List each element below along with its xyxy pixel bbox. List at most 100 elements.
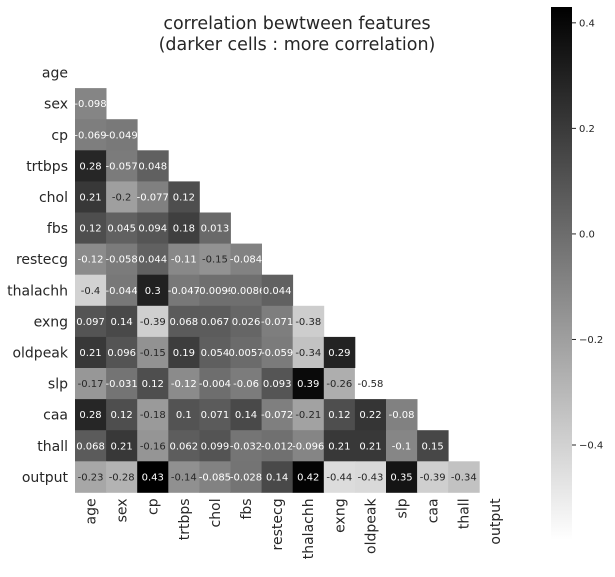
- cell-label-thall-slp: -0.1: [392, 441, 412, 452]
- y-tick-label-age: age: [42, 66, 68, 82]
- cell-label-cp-sex: -0.049: [106, 130, 138, 141]
- cell-label-thall-fbs: -0.032: [230, 441, 262, 452]
- cell-label-output-oldpeak: -0.43: [358, 472, 384, 483]
- colorbar-tick-label: 0.4: [579, 18, 595, 29]
- colorbar-tick-label: −0.2: [579, 335, 603, 346]
- x-tick-label-age: age: [84, 498, 100, 524]
- cell-label-thall-restecg: -0.012: [261, 441, 293, 452]
- cell-label-output-sex: -0.28: [109, 472, 135, 483]
- cell-trtbps-sex: [106, 150, 138, 182]
- x-tick-label-chol: chol: [208, 498, 224, 527]
- cell-caa-sex: [106, 399, 138, 431]
- cell-output-chol: [199, 461, 231, 493]
- cell-label-oldpeak-trtbps: 0.19: [173, 348, 195, 359]
- cell-label-thall-thalachh: -0.096: [292, 441, 324, 452]
- cell-label-cp-age: -0.069: [74, 130, 106, 141]
- cell-output-oldpeak: [354, 461, 387, 493]
- cell-thall-trtbps: [168, 430, 200, 462]
- x-tick-label-slp: slp: [395, 498, 411, 518]
- cell-exng-sex: [106, 305, 138, 338]
- cell-label-fbs-trtbps: 0.18: [173, 224, 195, 235]
- y-tick-label-slp: slp: [48, 377, 68, 393]
- cell-label-output-thall: -0.34: [451, 472, 477, 483]
- chart-title-line2: (darker cells : more correlation): [159, 35, 436, 55]
- cell-label-slp-chol: -0.004: [199, 379, 231, 390]
- cell-oldpeak-cp: [137, 336, 169, 369]
- cell-slp-thalachh: [292, 368, 325, 400]
- cell-label-chol-age: 0.21: [79, 192, 101, 203]
- cell-label-slp-age: -0.17: [78, 379, 104, 390]
- cell-oldpeak-sex: [106, 336, 138, 369]
- cell-thall-fbs: [230, 430, 262, 462]
- cell-thalachh-trtbps: [168, 274, 200, 307]
- cell-label-slp-restecg: 0.093: [263, 379, 292, 390]
- cell-label-thalachh-trtbps: -0.047: [168, 286, 200, 297]
- cell-label-thall-exng: 0.21: [328, 441, 350, 452]
- cell-slp-trtbps: [168, 368, 200, 400]
- cell-label-slp-oldpeak: -0.58: [358, 379, 384, 390]
- cell-output-trtbps: [168, 461, 200, 493]
- cell-label-oldpeak-thalachh: -0.34: [295, 348, 321, 359]
- cell-caa-exng: [323, 399, 356, 431]
- cell-label-thalachh-chol: -0.0099: [196, 286, 235, 297]
- cell-output-age: [75, 461, 107, 493]
- cell-output-fbs: [230, 461, 262, 493]
- cell-label-trtbps-sex: -0.057: [106, 161, 138, 172]
- y-tick-label-thall: thall: [37, 439, 68, 455]
- cell-oldpeak-fbs: [230, 336, 262, 369]
- cell-label-fbs-cp: 0.094: [138, 224, 167, 235]
- colorbar-tick-label: 0.0: [579, 229, 595, 240]
- cell-label-restecg-chol: -0.15: [202, 255, 228, 266]
- y-tick-label-sex: sex: [44, 97, 68, 113]
- cell-label-thalachh-sex: -0.044: [106, 286, 138, 297]
- cell-thall-restecg: [261, 430, 294, 462]
- cell-fbs-sex: [106, 212, 138, 244]
- cell-slp-chol: [199, 368, 231, 400]
- x-tick-label-trtbps: trtbps: [177, 498, 193, 540]
- cell-label-output-trtbps: -0.14: [171, 472, 197, 483]
- cell-label-fbs-chol: 0.013: [201, 224, 230, 235]
- cell-fbs-chol: [199, 212, 231, 244]
- cell-chol-cp: [137, 181, 169, 213]
- y-tick-label-fbs: fbs: [47, 221, 68, 237]
- cell-output-slp: [386, 461, 418, 493]
- y-tick-label-restecg: restecg: [16, 252, 68, 268]
- cell-label-chol-cp: -0.077: [137, 192, 169, 203]
- cell-restecg-age: [75, 243, 107, 276]
- cell-chol-sex: [106, 181, 138, 213]
- cell-oldpeak-restecg: [261, 336, 294, 369]
- cell-exng-trtbps: [168, 305, 200, 338]
- cell-label-exng-cp: -0.39: [140, 317, 166, 328]
- cell-label-oldpeak-sex: 0.096: [107, 348, 136, 359]
- cell-caa-trtbps: [168, 399, 200, 431]
- cell-label-caa-slp: -0.08: [389, 410, 415, 421]
- cell-label-restecg-age: -0.12: [78, 255, 104, 266]
- cell-exng-age: [75, 305, 107, 338]
- cell-label-trtbps-age: 0.28: [79, 161, 101, 172]
- cell-label-restecg-trtbps: -0.11: [171, 255, 197, 266]
- colorbar-tick-label: −0.4: [579, 441, 603, 452]
- cell-label-exng-chol: 0.067: [201, 317, 230, 328]
- cell-label-slp-thalachh: 0.39: [297, 379, 319, 390]
- cell-label-output-age: -0.23: [78, 472, 104, 483]
- cell-caa-age: [75, 399, 107, 431]
- cell-slp-oldpeak: [354, 368, 387, 400]
- cell-label-caa-sex: 0.12: [111, 410, 133, 421]
- cell-exng-thalachh: [292, 305, 325, 338]
- cell-fbs-age: [75, 212, 107, 244]
- cell-label-restecg-sex: -0.058: [106, 255, 138, 266]
- cell-thall-caa: [417, 430, 449, 462]
- cell-restecg-chol: [199, 243, 231, 276]
- cell-chol-age: [75, 181, 107, 213]
- cell-label-fbs-sex: 0.045: [107, 224, 136, 235]
- cell-output-thalachh: [292, 461, 325, 493]
- cell-thalachh-chol: [199, 274, 231, 307]
- x-tick-label-sex: sex: [115, 498, 131, 522]
- cell-label-restecg-cp: 0.044: [138, 255, 167, 266]
- cell-label-thall-cp: -0.16: [140, 441, 166, 452]
- cell-oldpeak-age: [75, 336, 107, 369]
- cell-label-exng-restecg: -0.071: [261, 317, 293, 328]
- cell-label-thall-oldpeak: 0.21: [359, 441, 381, 452]
- cell-fbs-trtbps: [168, 212, 200, 244]
- colorbar-ticks: 0.4 0.2 0.0 −0.2 −0.4: [572, 18, 603, 452]
